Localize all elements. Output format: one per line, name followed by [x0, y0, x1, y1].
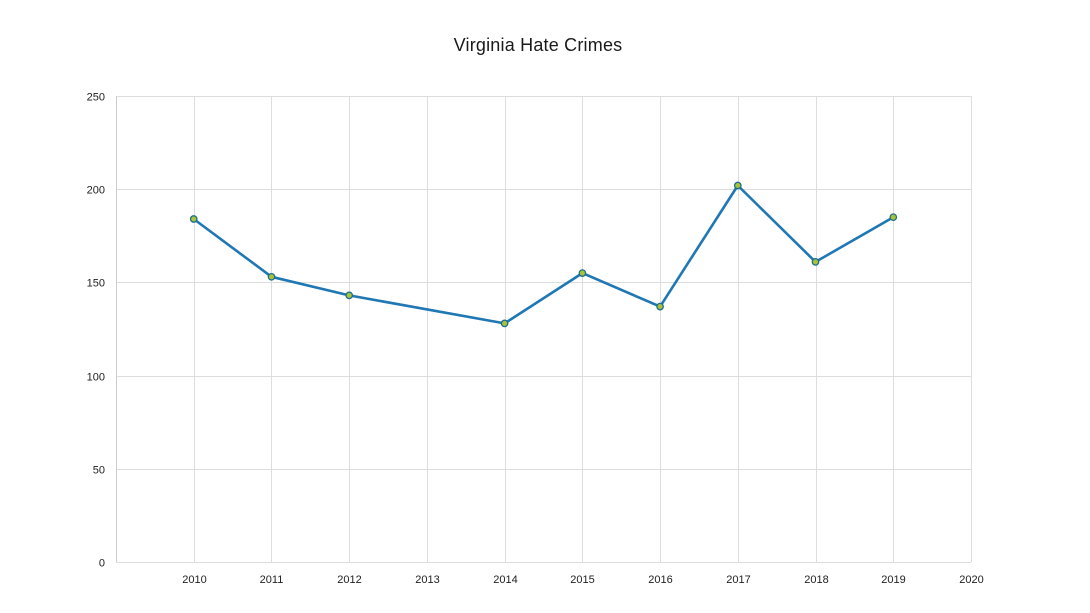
x-tick-label: 2010 — [182, 574, 206, 586]
x-tick-label: 2013 — [415, 574, 439, 586]
x-tick-label: 2019 — [881, 574, 905, 586]
x-tick-label: 2020 — [959, 574, 983, 586]
data-point — [500, 319, 509, 328]
y-tick-label: 0 — [99, 558, 105, 570]
y-tick-label: 50 — [93, 465, 105, 477]
y-axis-ticks: 0 50 100 150 200 250 — [87, 92, 105, 570]
data-point — [811, 258, 820, 266]
grid — [116, 96, 972, 563]
data-point — [733, 181, 742, 190]
data-point — [889, 213, 898, 222]
x-tick-label: 2016 — [648, 574, 672, 586]
y-tick-label: 100 — [87, 372, 105, 384]
data-point — [189, 215, 198, 223]
data-point — [578, 269, 587, 277]
chart-title: Virginia Hate Crimes — [453, 35, 623, 55]
x-tick-label: 2012 — [337, 574, 361, 586]
data-point — [267, 272, 276, 281]
y-tick-label: 250 — [87, 92, 105, 104]
x-tick-label: 2018 — [804, 574, 828, 586]
x-tick-label: 2015 — [570, 574, 594, 586]
y-tick-label: 200 — [87, 185, 105, 197]
y-tick-label: 150 — [87, 278, 105, 290]
series-line — [192, 184, 894, 325]
x-axis-ticks: 2010 2011 2012 2013 2014 2015 2016 2017 2018 2019… — [182, 574, 983, 586]
x-tick-label: 2014 — [493, 574, 517, 586]
series — [189, 181, 898, 328]
x-tick-label: 2011 — [260, 574, 284, 586]
x-tick-label: 2017 — [726, 574, 750, 586]
data-point — [345, 291, 354, 300]
data-point — [656, 302, 664, 311]
